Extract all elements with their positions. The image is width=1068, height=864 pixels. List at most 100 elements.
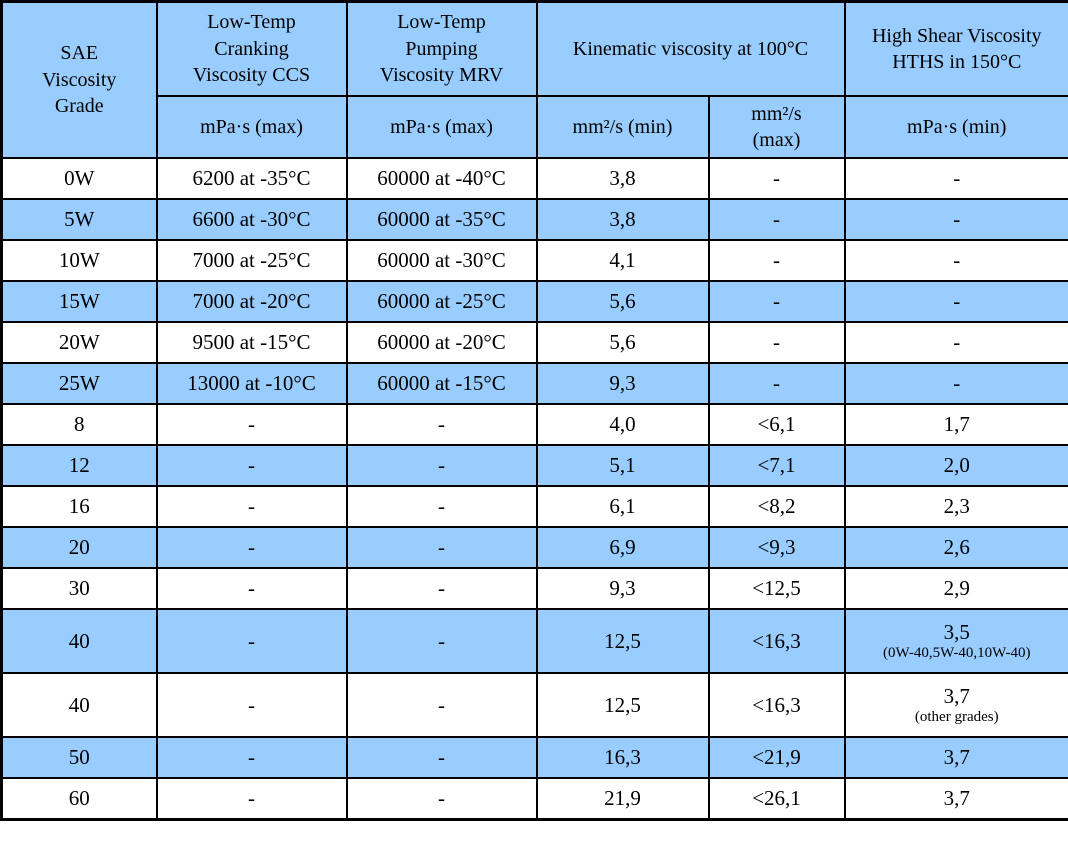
cell-mrv-viscosity: 60000 at -25°C — [345, 280, 538, 323]
cell-kinematic-min: 16,3 — [535, 736, 710, 779]
cell-kinematic-max: - — [707, 239, 846, 282]
cell-mrv-viscosity: - — [345, 608, 538, 674]
cell-kinematic-min: 5,1 — [535, 444, 710, 487]
cell-sae-grade: 40 — [0, 672, 158, 738]
subheader-ccs-unit: mPa·s (max) — [155, 95, 348, 159]
table-row: 10W 7000 at -25°C 60000 at -30°C 4,1- - — [0, 239, 1068, 282]
cell-hths-viscosity: 2,0 — [843, 444, 1068, 487]
cell-hths-viscosity: 3,7 — [843, 777, 1068, 821]
cell-ccs-viscosity: - — [155, 777, 348, 821]
cell-kinematic-max: <7,1 — [707, 444, 846, 487]
cell-ccs-viscosity: - — [155, 672, 348, 738]
hths-value: 2,0 — [943, 453, 970, 478]
cell-hths-viscosity: 3,7 — [843, 736, 1068, 779]
hths-value: - — [953, 371, 961, 396]
cell-kinematic-max: - — [707, 362, 846, 405]
header-low-temp-cranking-ccs: Low-Temp Cranking Viscosity CCS — [155, 0, 348, 97]
cell-hths-viscosity: - — [843, 362, 1068, 405]
cell-mrv-viscosity: - — [345, 672, 538, 738]
cell-mrv-viscosity: 60000 at -20°C — [345, 321, 538, 364]
cell-kinematic-min: 9,3 — [535, 362, 710, 405]
hths-value: 2,6 — [943, 535, 970, 560]
table-row: 8- -4,0 <6,1 1,7 — [0, 403, 1068, 446]
cell-ccs-viscosity: - — [155, 526, 348, 569]
table-row: 60- -21,9 <26,1 3,7 — [0, 777, 1068, 821]
cell-hths-viscosity: - — [843, 198, 1068, 241]
cell-sae-grade: 30 — [0, 567, 158, 610]
cell-hths-viscosity: 2,9 — [843, 567, 1068, 610]
cell-mrv-viscosity: - — [345, 777, 538, 821]
cell-kinematic-min: 21,9 — [535, 777, 710, 821]
cell-sae-grade: 16 — [0, 485, 158, 528]
cell-hths-viscosity: 2,6 — [843, 526, 1068, 569]
cell-kinematic-max: <9,3 — [707, 526, 846, 569]
hths-grade-note: (other grades) — [914, 709, 999, 726]
cell-kinematic-max: - — [707, 321, 846, 364]
cell-ccs-viscosity: 13000 at -10°C — [155, 362, 348, 405]
cell-hths-viscosity: - — [843, 157, 1068, 200]
cell-ccs-viscosity: 6200 at -35°C — [155, 157, 348, 200]
table-row: 50- -16,3 <21,9 3,7 — [0, 736, 1068, 779]
cell-sae-grade: 20 — [0, 526, 158, 569]
subheader-kv-max-unit: mm²/s (max) — [707, 95, 846, 159]
cell-mrv-viscosity: - — [345, 444, 538, 487]
cell-mrv-viscosity: 60000 at -30°C — [345, 239, 538, 282]
table-body: 0W 6200 at -35°C 60000 at -40°C 3,8- -5W 6600… — [0, 157, 1068, 821]
subheader-mrv-unit: mPa·s (max) — [345, 95, 538, 159]
cell-ccs-viscosity: - — [155, 736, 348, 779]
hths-value: - — [953, 289, 961, 314]
cell-mrv-viscosity: 60000 at -40°C — [345, 157, 538, 200]
cell-sae-grade: 0W — [0, 157, 158, 200]
cell-kinematic-max: <8,2 — [707, 485, 846, 528]
cell-sae-grade: 8 — [0, 403, 158, 446]
cell-ccs-viscosity: 7000 at -20°C — [155, 280, 348, 323]
hths-value: 3,5 — [943, 619, 970, 644]
cell-sae-grade: 12 — [0, 444, 158, 487]
cell-kinematic-max: - — [707, 157, 846, 200]
cell-hths-viscosity: 3,7 (other grades) — [843, 672, 1068, 738]
sae-viscosity-table: SAE Viscosity Grade Low-Temp Cranking Vi… — [0, 0, 1068, 821]
table-header: SAE Viscosity Grade Low-Temp Cranking Vi… — [0, 0, 1068, 159]
hths-value: - — [953, 166, 961, 191]
table-row: 30- -9,3 <12,5 2,9 — [0, 567, 1068, 610]
cell-hths-viscosity: - — [843, 321, 1068, 364]
cell-sae-grade: 60 — [0, 777, 158, 821]
table-row: 40- -12,5 <16,3 3,5 (0W-40,5W-40,10W-40) — [0, 608, 1068, 674]
cell-hths-viscosity: - — [843, 280, 1068, 323]
cell-mrv-viscosity: - — [345, 736, 538, 779]
table-row: 15W 7000 at -20°C 60000 at -25°C 5,6- - — [0, 280, 1068, 323]
cell-kinematic-max: <26,1 — [707, 777, 846, 821]
hths-value: 3,7 — [943, 683, 970, 708]
cell-sae-grade: 10W — [0, 239, 158, 282]
cell-kinematic-max: - — [707, 198, 846, 241]
cell-kinematic-max: <16,3 — [707, 608, 846, 674]
cell-kinematic-min: 4,1 — [535, 239, 710, 282]
cell-ccs-viscosity: - — [155, 444, 348, 487]
cell-kinematic-max: <16,3 — [707, 672, 846, 738]
cell-hths-viscosity: 2,3 — [843, 485, 1068, 528]
cell-hths-viscosity: - — [843, 239, 1068, 282]
cell-kinematic-min: 12,5 — [535, 608, 710, 674]
cell-hths-viscosity: 3,5 (0W-40,5W-40,10W-40) — [843, 608, 1068, 674]
header-high-shear-viscosity-hths: High Shear Viscosity HTHS in 150°C — [843, 0, 1068, 97]
header-sae-viscosity-grade: SAE Viscosity Grade — [0, 0, 158, 159]
table-row: 40- -12,5 <16,3 3,7 (other grades) — [0, 672, 1068, 738]
cell-sae-grade: 40 — [0, 608, 158, 674]
cell-mrv-viscosity: - — [345, 403, 538, 446]
cell-mrv-viscosity: - — [345, 526, 538, 569]
cell-sae-grade: 50 — [0, 736, 158, 779]
table-row: 0W 6200 at -35°C 60000 at -40°C 3,8- - — [0, 157, 1068, 200]
header-row-top: SAE Viscosity Grade Low-Temp Cranking Vi… — [0, 0, 1068, 159]
cell-mrv-viscosity: - — [345, 485, 538, 528]
cell-kinematic-min: 6,9 — [535, 526, 710, 569]
hths-value: - — [953, 248, 961, 273]
cell-mrv-viscosity: 60000 at -35°C — [345, 198, 538, 241]
hths-grade-note: (0W-40,5W-40,10W-40) — [883, 645, 1031, 662]
cell-kinematic-min: 3,8 — [535, 157, 710, 200]
cell-sae-grade: 15W — [0, 280, 158, 323]
table-row: 16- -6,1 <8,2 2,3 — [0, 485, 1068, 528]
hths-value: 2,9 — [943, 576, 970, 601]
header-kinematic-viscosity: Kinematic viscosity at 100°C — [535, 0, 846, 97]
subheader-hths-unit: mPa·s (min) — [843, 95, 1068, 159]
cell-kinematic-max: <6,1 — [707, 403, 846, 446]
